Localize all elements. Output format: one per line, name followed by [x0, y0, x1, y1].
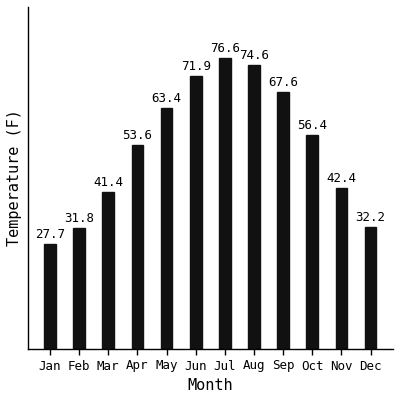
Text: 31.8: 31.8: [64, 212, 94, 225]
Text: 71.9: 71.9: [181, 60, 211, 73]
Bar: [161, 108, 172, 349]
Bar: [365, 227, 376, 349]
X-axis label: Month: Month: [188, 378, 233, 393]
Bar: [102, 192, 114, 349]
Text: 27.7: 27.7: [35, 228, 65, 241]
Text: 74.6: 74.6: [239, 50, 269, 62]
Y-axis label: Temperature (F): Temperature (F): [7, 110, 22, 246]
Bar: [190, 76, 202, 349]
Text: 32.2: 32.2: [356, 211, 386, 224]
Bar: [73, 228, 85, 349]
Text: 76.6: 76.6: [210, 42, 240, 55]
Text: 42.4: 42.4: [326, 172, 356, 185]
Bar: [44, 244, 56, 349]
Bar: [306, 135, 318, 349]
Bar: [277, 92, 289, 349]
Bar: [219, 58, 231, 349]
Text: 56.4: 56.4: [297, 119, 327, 132]
Bar: [132, 145, 143, 349]
Text: 41.4: 41.4: [93, 176, 123, 189]
Text: 67.6: 67.6: [268, 76, 298, 89]
Bar: [336, 188, 347, 349]
Text: 63.4: 63.4: [152, 92, 182, 105]
Text: 53.6: 53.6: [122, 129, 152, 142]
Bar: [248, 66, 260, 349]
